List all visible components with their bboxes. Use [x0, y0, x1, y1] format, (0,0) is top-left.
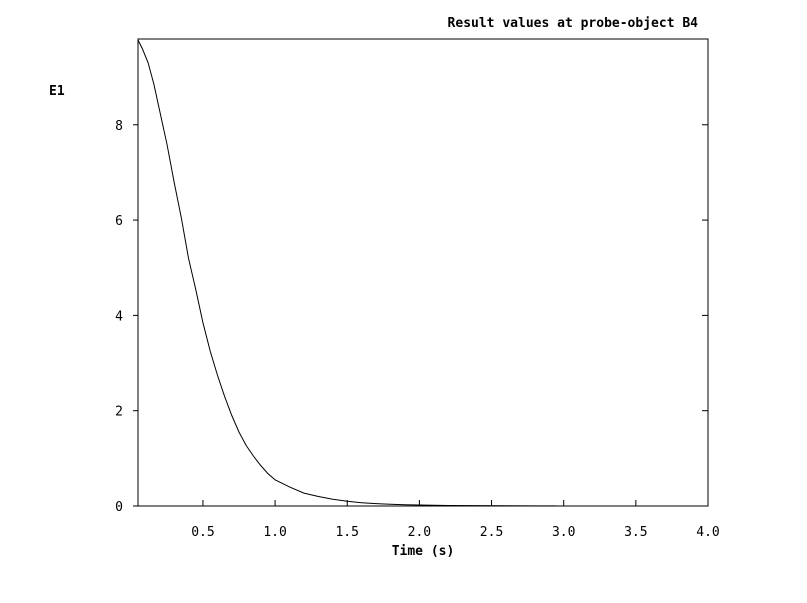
- series-layer: [137, 39, 557, 507]
- x-tick-label: 1.5: [335, 525, 358, 540]
- y-tick-label: 4: [115, 309, 123, 324]
- x-tick-label: 2.0: [408, 525, 431, 540]
- series-line: [137, 39, 557, 507]
- x-axis-label: Time (s): [392, 544, 455, 559]
- y-tick-label: 8: [115, 119, 123, 134]
- y-tick-label: 6: [115, 214, 123, 229]
- x-tick-label: 1.0: [263, 525, 286, 540]
- x-tick-label: 3.5: [624, 525, 647, 540]
- y-tick-label: 0: [115, 500, 123, 515]
- x-tick-label: 3.0: [552, 525, 575, 540]
- y-axis-label: E1: [49, 84, 65, 99]
- x-tick-label: 0.5: [191, 525, 214, 540]
- y-tick-label: 2: [115, 405, 123, 420]
- plot-frame: [137, 38, 709, 507]
- x-tick-label: 4.0: [696, 525, 719, 540]
- chart-title: Result values at probe-object B4: [448, 16, 699, 31]
- ticks-layer: 0.5 1.0 1.5 2.0 2.5 3.0 3.5 4.0 0 2 4 6 8: [115, 119, 720, 540]
- x-tick-label: 2.5: [480, 525, 503, 540]
